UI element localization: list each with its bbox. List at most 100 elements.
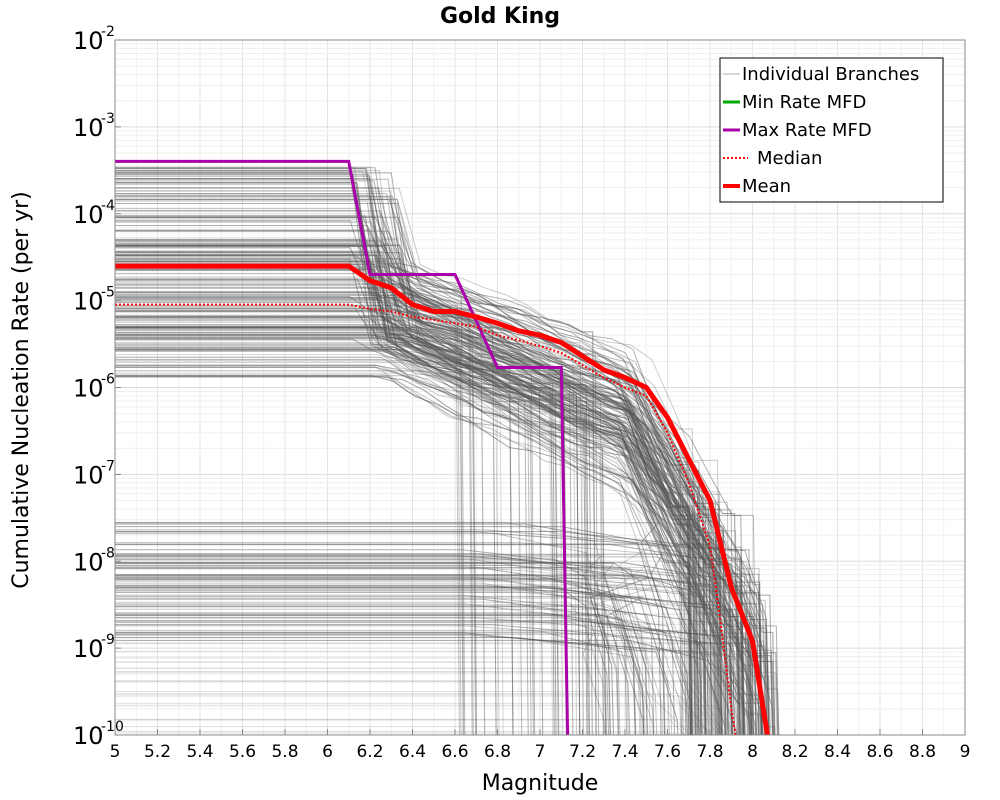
branch-line: [115, 691, 691, 735]
y-tick-label: 10: [73, 461, 104, 489]
branch-line: [115, 587, 690, 735]
branch-line: [115, 246, 710, 735]
x-tick-label: 6.8: [484, 742, 511, 762]
branch-line: [115, 585, 733, 735]
branch-line: [115, 533, 611, 735]
branch-line: [115, 196, 771, 735]
branch-line: [115, 631, 644, 735]
branch-line: [115, 621, 654, 735]
branch-line: [115, 591, 772, 735]
x-tick-label: 7.8: [696, 742, 723, 762]
branch-line: [115, 575, 726, 735]
branch-line: [115, 326, 744, 735]
branch-line: [115, 633, 606, 735]
branch-line: [115, 617, 767, 735]
branch-line: [115, 693, 706, 735]
branch-line: [115, 580, 642, 735]
branch-line: [115, 657, 734, 735]
branch-line: [115, 374, 712, 735]
branch-line: [115, 650, 769, 735]
branch-line: [115, 562, 665, 735]
branch-line: [115, 606, 692, 735]
branch-line: [115, 251, 693, 735]
branch-line: [115, 219, 778, 735]
branch-line: [115, 531, 770, 735]
branch-line: [115, 726, 710, 735]
branch-line: [115, 680, 723, 735]
branch-line: [115, 367, 718, 735]
branch-line: [115, 337, 715, 735]
x-tick-label: 6.6: [441, 742, 468, 762]
branch-line: [115, 229, 740, 735]
branch-line: [115, 347, 581, 735]
y-tick-label: 10: [73, 635, 104, 663]
branch-line: [115, 230, 735, 735]
series-lines: [115, 159, 770, 735]
branch-line: [115, 170, 554, 735]
branch-line: [115, 668, 711, 735]
branch-line: [115, 354, 740, 735]
y-axis-ticks: 10-210-310-410-510-610-710-810-910-10: [73, 24, 124, 750]
branch-line: [115, 578, 648, 735]
branch-line: [115, 636, 756, 735]
y-tick-exponent: -9: [101, 632, 115, 648]
branch-line: [115, 523, 662, 735]
branch-line: [115, 544, 656, 735]
branch-line: [115, 310, 696, 735]
branch-line: [115, 591, 752, 735]
y-tick-label: 10: [73, 27, 104, 55]
branch-line: [115, 584, 662, 735]
branch-line: [115, 262, 719, 735]
branch-line: [115, 625, 759, 735]
branch-line: [115, 613, 692, 735]
branch-line: [115, 332, 707, 735]
y-tick-exponent: -3: [101, 111, 115, 127]
branch-line: [115, 671, 764, 735]
branch-line: [115, 555, 718, 735]
branch-line: [115, 615, 664, 735]
branch-line: [115, 245, 720, 735]
branch-line: [115, 365, 763, 735]
branch-line: [115, 526, 693, 735]
branch-line: [115, 608, 658, 735]
branch-line: [115, 554, 608, 735]
branch-line: [115, 209, 707, 735]
branch-line: [115, 556, 743, 735]
branch-line: [115, 305, 691, 735]
branch-line: [115, 255, 693, 735]
y-tick-exponent: -8: [101, 545, 115, 561]
branch-line: [115, 344, 687, 735]
branch-line: [115, 264, 567, 735]
branch-line: [115, 604, 673, 735]
branch-line: [115, 719, 687, 735]
branch-line: [115, 256, 776, 735]
branch-line: [115, 252, 745, 735]
x-tick-label: 7.6: [654, 742, 681, 762]
branch-line: [115, 574, 706, 735]
x-tick-label: 8.2: [781, 742, 808, 762]
branch-line: [115, 350, 523, 735]
branch-line: [115, 168, 744, 735]
legend-label: Mean: [742, 176, 791, 197]
y-tick-label: 10: [73, 548, 104, 576]
y-tick-label: 10: [73, 288, 104, 316]
branch-line: [115, 695, 712, 735]
legend-label: Median: [757, 148, 822, 169]
branch-line: [115, 245, 691, 735]
branch-line: [115, 279, 751, 735]
branch-line: [115, 576, 637, 735]
branch-line: [115, 549, 655, 735]
branch-line: [115, 356, 687, 735]
branch-line: [115, 586, 610, 735]
y-tick-exponent: -10: [101, 719, 124, 735]
x-axis-ticks: 5 5.2 5.4 5.6 5.8 6 6.2 6.4 6.6 6.8 7 7.2 7.4 7.6 7.8 8…: [110, 729, 970, 762]
branch-line: [115, 639, 726, 735]
x-tick-label: 7.4: [611, 742, 638, 762]
branch-line: [115, 243, 716, 735]
x-tick-label: 8.6: [866, 742, 893, 762]
branch-line: [115, 719, 725, 735]
branch-line: [115, 594, 670, 735]
branch-line: [115, 339, 699, 735]
series-line-mean: [115, 263, 770, 735]
branch-line: [115, 239, 769, 735]
